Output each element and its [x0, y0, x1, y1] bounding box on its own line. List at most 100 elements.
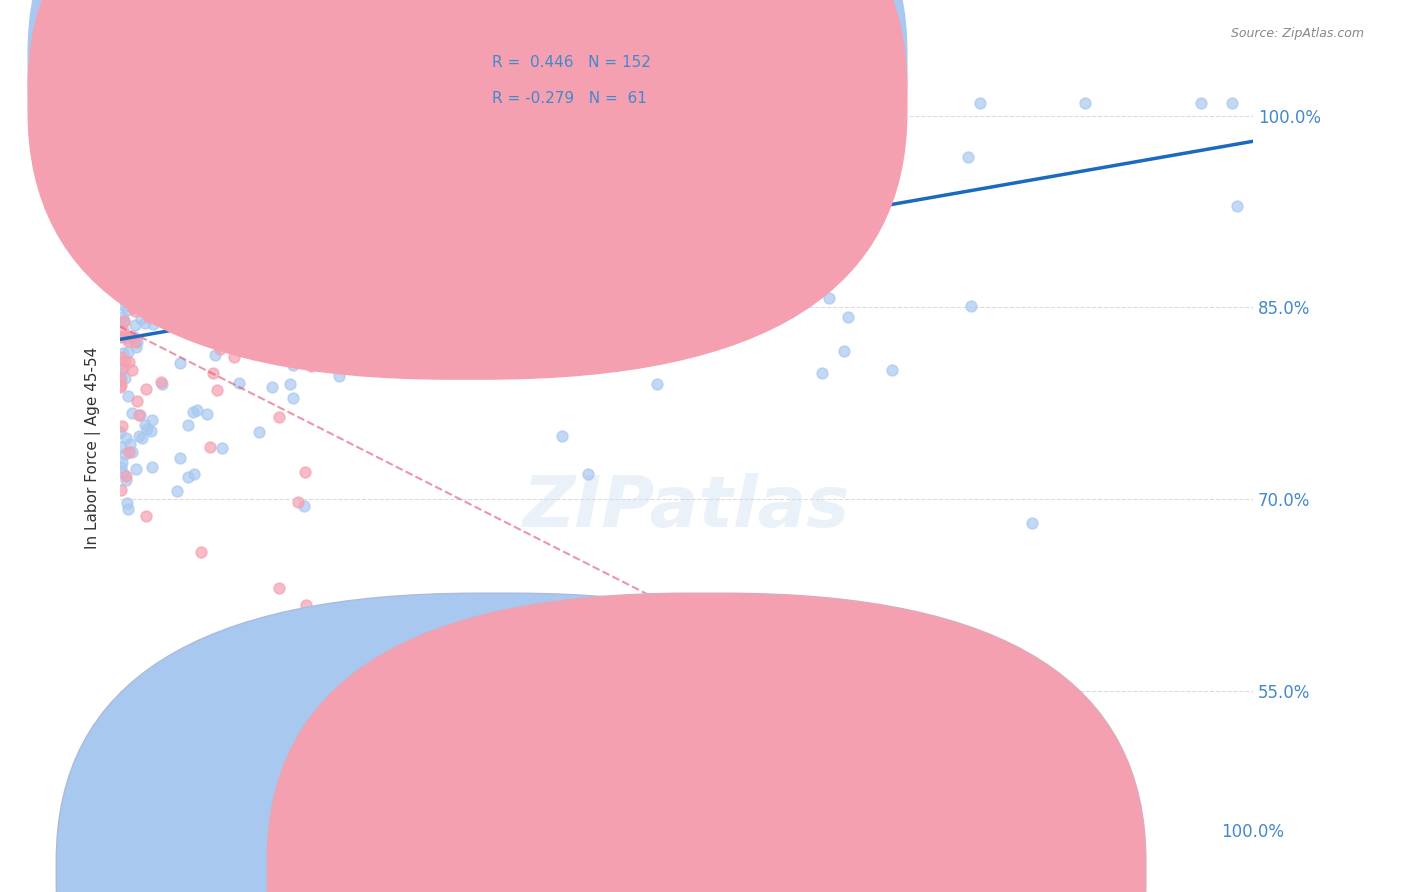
Point — [111, 194, 134, 209]
Point — [287, 495, 309, 509]
Point — [1021, 516, 1043, 530]
Point — [190, 545, 212, 559]
Point — [170, 318, 193, 333]
Point — [120, 329, 142, 343]
Point — [124, 95, 146, 110]
Point — [118, 243, 141, 257]
Point — [832, 343, 855, 358]
Point — [150, 377, 173, 392]
Point — [224, 293, 246, 308]
Point — [228, 376, 250, 391]
Point — [578, 190, 600, 204]
Point — [425, 277, 447, 291]
Text: ZIPatlas: ZIPatlas — [523, 473, 851, 541]
Point — [125, 393, 148, 408]
Point — [489, 298, 512, 312]
Point — [141, 459, 163, 474]
Text: R =  0.446   N = 152: R = 0.446 N = 152 — [492, 55, 651, 70]
Point — [110, 363, 132, 377]
Point — [157, 277, 180, 292]
Point — [159, 309, 181, 323]
Point — [112, 299, 135, 313]
Y-axis label: In Labor Force | Age 45-54: In Labor Force | Age 45-54 — [86, 347, 101, 549]
Point — [112, 285, 135, 300]
Point — [132, 286, 155, 301]
Point — [121, 300, 143, 314]
Point — [124, 462, 146, 476]
Point — [186, 402, 208, 417]
Point — [121, 445, 143, 459]
Point — [138, 310, 160, 324]
Point — [226, 138, 249, 153]
Point — [114, 371, 136, 385]
Point — [292, 499, 315, 513]
Point — [115, 295, 138, 310]
Point — [204, 348, 226, 362]
Point — [110, 350, 132, 364]
Point — [374, 224, 396, 238]
Point — [1073, 95, 1095, 110]
Point — [121, 253, 143, 268]
Point — [114, 353, 136, 368]
Point — [110, 483, 132, 497]
Point — [111, 361, 134, 376]
Point — [209, 291, 232, 305]
Point — [114, 147, 136, 161]
Point — [142, 318, 165, 332]
Point — [111, 455, 134, 469]
Point — [256, 241, 278, 255]
Point — [139, 257, 162, 271]
Point — [267, 581, 290, 595]
Point — [228, 235, 250, 249]
Point — [125, 334, 148, 349]
Point — [628, 95, 651, 110]
Point — [960, 300, 983, 314]
Point — [153, 244, 176, 258]
Point — [969, 95, 991, 110]
Point — [128, 268, 150, 283]
Point — [1226, 199, 1249, 213]
Point — [110, 289, 132, 303]
Point — [811, 366, 834, 380]
Point — [132, 219, 155, 233]
Point — [110, 330, 132, 344]
Point — [269, 409, 291, 424]
Point — [169, 356, 191, 370]
Point — [165, 293, 187, 308]
Point — [224, 350, 246, 364]
Point — [166, 483, 188, 498]
Point — [139, 425, 162, 439]
Point — [488, 349, 510, 363]
Point — [162, 196, 184, 211]
Point — [205, 211, 228, 226]
Point — [181, 405, 204, 419]
Point — [134, 316, 156, 330]
Point — [114, 257, 136, 271]
Point — [112, 314, 135, 328]
Point — [111, 466, 134, 480]
Point — [326, 351, 349, 366]
Point — [111, 285, 134, 299]
Point — [110, 377, 132, 392]
Point — [135, 509, 157, 524]
Point — [134, 286, 156, 301]
Point — [153, 214, 176, 228]
Point — [110, 380, 132, 394]
Point — [120, 188, 142, 202]
Point — [159, 272, 181, 286]
Point — [150, 376, 173, 390]
Point — [112, 236, 135, 251]
Point — [295, 598, 318, 612]
Point — [121, 218, 143, 232]
Point — [118, 283, 141, 297]
Point — [122, 279, 145, 293]
Point — [576, 467, 599, 481]
Point — [122, 330, 145, 344]
Point — [159, 136, 181, 151]
Point — [117, 389, 139, 403]
Point — [135, 422, 157, 436]
Point — [136, 95, 159, 110]
Point — [112, 260, 135, 275]
Point — [165, 280, 187, 294]
Point — [110, 236, 132, 251]
